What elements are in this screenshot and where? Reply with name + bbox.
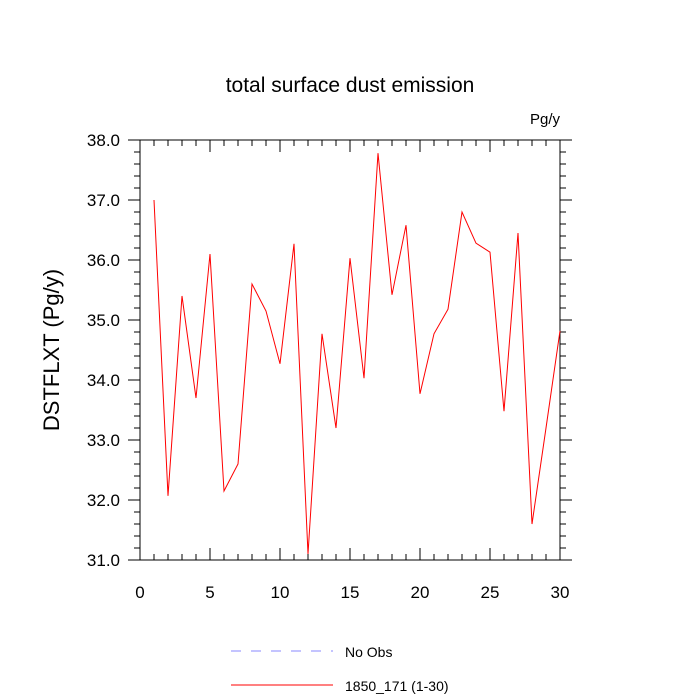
y-tick-label: 31.0	[87, 551, 120, 570]
legend-label-1850-171: 1850_171 (1-30)	[345, 678, 449, 694]
y-tick-label: 36.0	[87, 251, 120, 270]
y-tick-label: 38.0	[87, 131, 120, 150]
units-label: Pg/y	[530, 111, 561, 128]
x-tick-label: 0	[135, 583, 144, 602]
y-tick-label: 37.0	[87, 191, 120, 210]
x-tick-label: 25	[481, 583, 500, 602]
x-tick-label: 10	[271, 583, 290, 602]
x-tick-label: 30	[551, 583, 570, 602]
x-tick-labels: 0 5 10 15 20 25 30	[135, 583, 569, 602]
plot-frame	[139, 139, 561, 561]
series-line-1850-171	[153, 153, 561, 555]
y-tick-label: 33.0	[87, 431, 120, 450]
legend: No Obs 1850_171 (1-30)	[231, 644, 449, 694]
x-tick-label: 15	[341, 583, 360, 602]
x-tick-label: 20	[411, 583, 430, 602]
x-tick-label: 5	[205, 583, 214, 602]
y-tick-label: 35.0	[87, 311, 120, 330]
y-tick-label: 34.0	[87, 371, 120, 390]
axis-ticks	[128, 139, 572, 561]
legend-label-no-obs: No Obs	[345, 644, 392, 660]
y-tick-label: 32.0	[87, 491, 120, 510]
y-axis-label: DSTFLXT (Pg/y)	[39, 269, 64, 431]
y-tick-labels: 31.0 32.0 33.0 34.0 35.0 36.0 37.0 38.0	[87, 131, 120, 570]
series-group	[153, 153, 561, 555]
chart-title: total surface dust emission	[226, 74, 475, 97]
